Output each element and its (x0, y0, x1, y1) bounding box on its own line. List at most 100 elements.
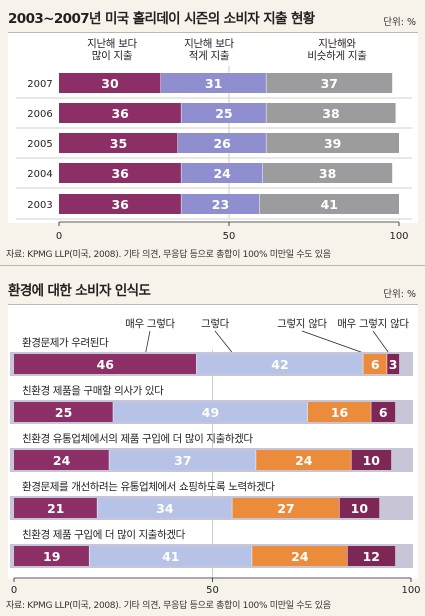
chart2-header-0: 매우 그렇다 (125, 317, 175, 330)
chart2-bar-segment (387, 354, 400, 374)
chart1-value-label: 31 (205, 76, 222, 91)
chart1-bar-segment (59, 163, 182, 183)
chart1-source: 자료: KPMG LLP(미국, 2008). 기타 의견, 무응답 등으로 총… (6, 250, 331, 260)
chart1-value-label: 37 (321, 76, 338, 91)
chart2-unit: 단위: % (383, 289, 416, 300)
chart1-bar-segment (259, 194, 399, 214)
chart2-value-label: 37 (174, 453, 191, 468)
chart2-header-pointer (301, 330, 373, 357)
chart1-value-label: 36 (111, 197, 129, 212)
chart2-header-3: 매우 그렇지 않다 (337, 317, 409, 330)
chart1-value-label: 36 (111, 166, 129, 181)
chart1-category-label: 2006 (27, 109, 52, 120)
chart1-bar-segment (181, 194, 260, 214)
chart1-bar-segment (266, 103, 396, 123)
chart1-category-label: 2007 (27, 79, 52, 90)
chart1-unit: 단위: % (383, 17, 416, 28)
chart2-bar-segment (307, 402, 372, 422)
chart1-value-label: 30 (101, 76, 119, 91)
chart1-bar-segment (266, 133, 399, 153)
chart2-value-label: 19 (43, 549, 60, 564)
chart1-x-tick-label: 100 (389, 231, 408, 242)
chart2-bar-segment (14, 546, 90, 566)
chart2-value-label: 3 (389, 357, 398, 372)
chart2-value-label: 16 (331, 405, 349, 420)
chart2-bar-segment (256, 450, 352, 470)
chart1-header-2: 지난해와 비슷하게 지출 (307, 37, 367, 62)
chart1-header-1: 지난해 보다 적게 지출 (184, 37, 234, 62)
chart2-value-label: 24 (291, 549, 309, 564)
chart2-category-label: 친환경 제품 구입에 더 많이 지출하겠다 (22, 528, 186, 541)
chart2-bar-segment (252, 546, 348, 566)
chart1-value-label: 38 (322, 106, 339, 121)
chart1-bar-segment (59, 194, 182, 214)
chart1-category-label: 2004 (27, 169, 52, 180)
chart1-bar-segment (181, 163, 263, 183)
chart1-value-label: 36 (111, 106, 129, 121)
chart2-header-pointer (372, 330, 392, 357)
chart2-value-label: 42 (271, 357, 288, 372)
chart2-value-label: 10 (363, 453, 381, 468)
chart2-bar-segment (97, 498, 233, 518)
chart1-category-label: 2005 (27, 139, 52, 150)
chart1-bar-segment (161, 73, 267, 93)
chart2-value-label: 24 (295, 453, 313, 468)
chart2-header-1: 그렇다 (201, 317, 230, 330)
chart1-divider (0, 265, 425, 266)
chart2-title: 환경에 대한 소비자 인식도 (8, 283, 151, 299)
chart2-value-label: 10 (351, 501, 369, 516)
chart2-bar-segment (347, 546, 396, 566)
chart2-bar-segment (89, 546, 253, 566)
chart2-bar-segment (232, 498, 340, 518)
chart1-value-label: 39 (324, 136, 341, 151)
chart1-value-label: 26 (213, 136, 231, 151)
chart2-value-label: 25 (55, 405, 72, 420)
chart1-bar-segment (178, 133, 267, 153)
chart1-value-label: 35 (110, 136, 127, 151)
chart2-value-label: 6 (379, 405, 388, 420)
chart2-value-label: 12 (363, 549, 380, 564)
chart2-value-label: 46 (97, 357, 115, 372)
chart2-value-label: 49 (202, 405, 219, 420)
chart1-bar-segment (59, 103, 182, 123)
chart1-panel (8, 32, 418, 223)
chart2-category-label: 환경문제가 우려된다 (22, 336, 109, 349)
chart2-bar-segment (14, 354, 197, 374)
chart1-value-label: 25 (215, 106, 232, 121)
chart2-bar-segment (109, 450, 257, 470)
chart2-bar-segment (14, 450, 110, 470)
chart1-value-label: 41 (321, 197, 338, 212)
chart1-bar-segment (181, 103, 267, 123)
chart2-x-tick-label: 0 (11, 585, 17, 596)
chart1-x-tick-label: 0 (56, 231, 62, 242)
chart2-category-label: 친환경 제품을 구매할 의사가 있다 (22, 384, 164, 397)
chart2-value-label: 6 (371, 357, 380, 372)
chart1-bar-segment (59, 73, 161, 93)
chart1-value-label: 38 (319, 166, 336, 181)
chart2-value-label: 34 (156, 501, 174, 516)
chart2-header-2: 그렇지 않다 (277, 317, 327, 330)
chart2-bar-segment (113, 402, 308, 422)
chart2-bar-segment (339, 498, 380, 518)
chart2-bar-segment (14, 498, 98, 518)
chart2-header-pointer (214, 330, 236, 357)
chart2-bar-segment (371, 402, 396, 422)
chart2-bar-segment (196, 354, 364, 374)
chart2-x-tick-label: 50 (206, 585, 219, 596)
chart1-header-0: 지난해 보다 많이 지출 (87, 37, 137, 62)
chart2-source: 자료: KPMG LLP(미국, 2008). 기타 의견, 무응답 등으로 총… (6, 601, 331, 611)
chart1-bar-segment (266, 73, 393, 93)
chart2-value-label: 24 (53, 453, 71, 468)
chart2-value-label: 27 (277, 501, 294, 516)
chart1-value-label: 23 (212, 197, 229, 212)
chart2-header-pointer (144, 330, 151, 357)
chart2-bar-segment (14, 402, 114, 422)
chart2-category-label: 환경문제를 개선하려는 유통업체에서 쇼핑하도록 노력하겠다 (22, 480, 275, 493)
chart2-bar-segment (351, 450, 392, 470)
chart1-value-label: 24 (213, 166, 231, 181)
chart2-x-tick-label: 100 (401, 585, 420, 596)
chart1-bar-segment (263, 163, 393, 183)
chart2-value-label: 41 (162, 549, 179, 564)
chart2-bar-segment (363, 354, 388, 374)
